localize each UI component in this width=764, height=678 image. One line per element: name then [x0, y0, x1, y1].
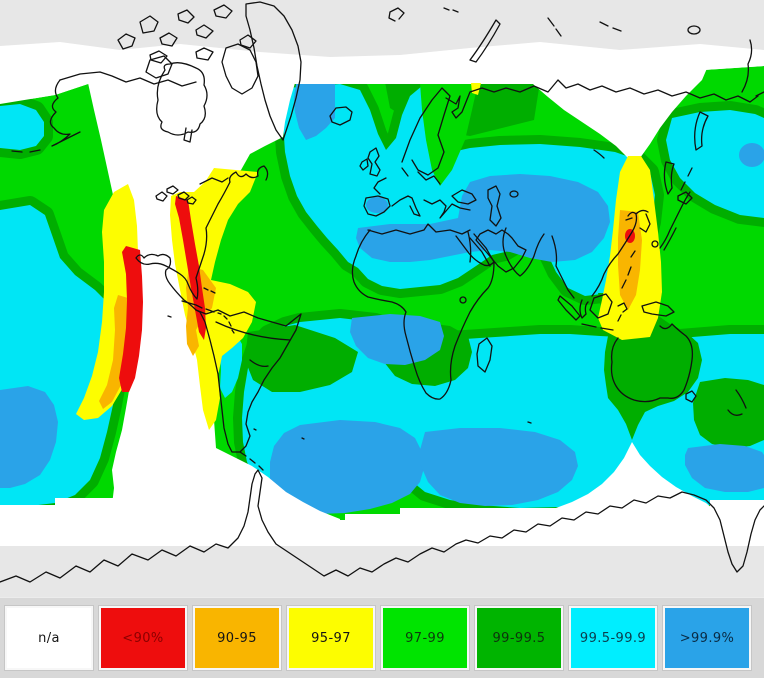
legend-item-label: n/a: [38, 630, 60, 646]
legend-item-label: <90%: [122, 630, 164, 646]
coastlines: [0, 1, 764, 583]
stripe-red-lt-90: [119, 196, 635, 392]
legend-item-label: 90-95: [217, 630, 257, 646]
legend-item-7: >99.9%: [662, 605, 752, 671]
legend-bar: n/a <90% 90-95 95-97 97-99 99-99.5 99.5-99.9 >9…: [0, 597, 764, 678]
legend-item-label: >99.9%: [679, 630, 735, 646]
world-coverage-map: [0, 0, 764, 597]
legend-item-label: 99.5-99.9: [579, 630, 647, 646]
legend-item-5: 99-99.5: [474, 605, 564, 671]
legend-item-0: n/a: [4, 605, 94, 671]
legend-item-label: 95-97: [311, 630, 351, 646]
legend-item-6: 99.5-99.9: [568, 605, 658, 671]
legend-item-3: 95-97: [286, 605, 376, 671]
legend-item-2: 90-95: [192, 605, 282, 671]
legend-item-label: 99-99.5: [492, 630, 546, 646]
legend-item-4: 97-99: [380, 605, 470, 671]
legend-item-label: 97-99: [405, 630, 445, 646]
legend-item-1: <90%: [98, 605, 188, 671]
coverage-map-svg: [0, 0, 764, 597]
region-blue-gt-999: [0, 84, 764, 514]
